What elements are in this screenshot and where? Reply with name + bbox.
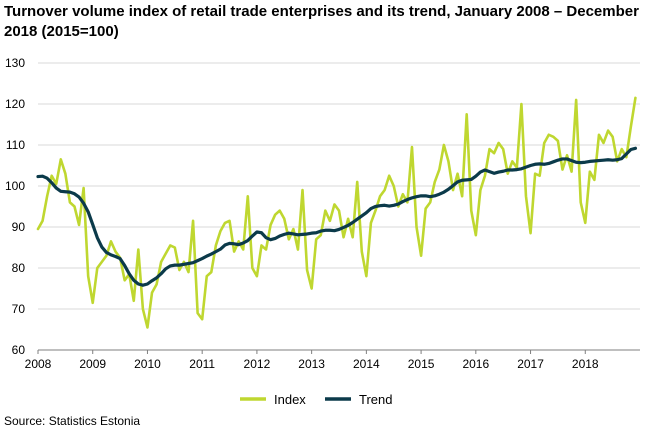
gridlines xyxy=(38,62,640,310)
series-lines xyxy=(36,96,638,329)
x-tick-label: 2018 xyxy=(572,357,599,371)
y-tick-label: 90 xyxy=(12,220,26,234)
x-tick-label: 2009 xyxy=(79,357,106,371)
x-tick-label: 2012 xyxy=(244,357,271,371)
y-tick-label: 80 xyxy=(12,261,26,275)
y-tick-label: 120 xyxy=(5,97,25,111)
x-tick-label: 2008 xyxy=(25,357,52,371)
line-chart: 60 70 80 90 100 110 120 130 2008 2009 2010 2011 201… xyxy=(5,56,640,407)
x-tick-label: 2010 xyxy=(134,357,161,371)
y-tick-label: 100 xyxy=(5,179,25,193)
legend: Index Trend xyxy=(240,392,392,407)
chart-title: Turnover volume index of retail trade en… xyxy=(4,3,639,40)
x-axis-tick-labels: 2008 2009 2010 2011 2012 2013 2014 2015 2016 2017… xyxy=(25,350,599,371)
index-series-line xyxy=(36,96,637,329)
x-tick-label: 2013 xyxy=(298,357,325,371)
legend-trend-label: Trend xyxy=(359,392,392,407)
x-tick-label: 2015 xyxy=(408,357,435,371)
trend-series-line xyxy=(36,146,638,287)
x-tick-label: 2017 xyxy=(517,357,544,371)
y-tick-label: 60 xyxy=(12,343,26,357)
y-tick-label: 110 xyxy=(6,138,25,152)
x-tick-label: 2016 xyxy=(462,357,489,371)
x-tick-label: 2011 xyxy=(189,357,215,371)
legend-index-label: Index xyxy=(274,392,306,407)
source-note: Source: Statistics Estonia xyxy=(4,414,141,428)
y-tick-label: 70 xyxy=(12,302,26,316)
x-tick-label: 2014 xyxy=(353,357,380,371)
y-tick-label: 130 xyxy=(5,56,25,70)
y-axis-tick-labels: 60 70 80 90 100 110 120 130 xyxy=(5,56,25,357)
